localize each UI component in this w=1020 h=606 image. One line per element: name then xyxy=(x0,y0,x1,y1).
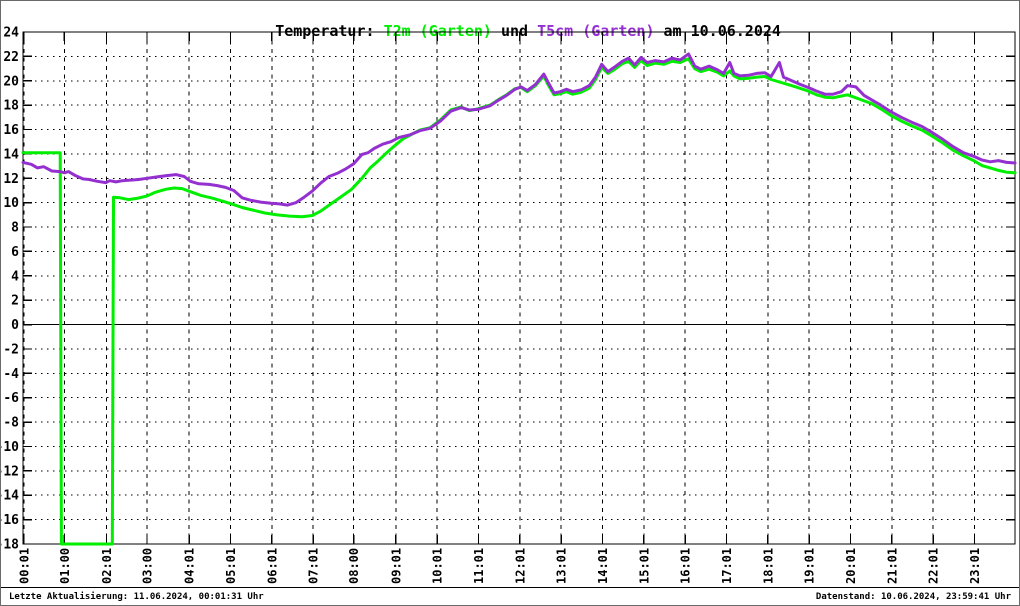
y-axis-label: -16 xyxy=(1,513,19,528)
x-axis-label: 21:01 xyxy=(885,548,899,584)
x-axis-label: 04:01 xyxy=(183,548,197,584)
x-axis-label: 05:01 xyxy=(224,548,238,584)
y-axis-label: 20 xyxy=(3,74,19,89)
footer-divider xyxy=(1,587,1019,588)
x-axis-label: 23:01 xyxy=(968,548,982,584)
y-axis-label: 22 xyxy=(3,50,19,65)
x-axis-label: 11:01 xyxy=(472,548,486,584)
y-axis-label: 10 xyxy=(3,196,19,211)
y-axis-label: 8 xyxy=(11,221,19,236)
x-axis-label: 17:01 xyxy=(720,548,734,584)
chart-title-conjunction: und xyxy=(491,22,538,40)
series-line-t2m xyxy=(21,57,1017,546)
x-axis-label: 20:01 xyxy=(844,548,858,584)
x-axis-label: 14:01 xyxy=(596,548,610,584)
x-axis-label: 07:01 xyxy=(307,548,321,584)
y-axis-label: 14 xyxy=(3,147,19,162)
y-axis-label: 4 xyxy=(11,269,19,284)
y-axis-label: 2 xyxy=(11,294,19,309)
y-axis-label: 12 xyxy=(3,172,19,187)
y-axis-label: -12 xyxy=(1,464,19,479)
x-axis-label: 16:01 xyxy=(679,548,693,584)
x-axis-label: 19:01 xyxy=(803,548,817,584)
x-axis-label: 12:01 xyxy=(513,548,527,584)
x-axis-label: 15:01 xyxy=(637,548,651,584)
x-axis-label: 02:01 xyxy=(100,548,114,584)
y-axis-label: -2 xyxy=(3,342,19,357)
y-axis-label: -18 xyxy=(1,538,19,553)
x-axis-label: 00:01 xyxy=(17,548,31,584)
x-axis-label: 09:01 xyxy=(389,548,403,584)
chart-title-series2: T5cm (Garten) xyxy=(537,22,655,40)
data-state-text: Datenstand: 10.06.2024, 23:59:41 Uhr xyxy=(815,592,1011,602)
y-axis-label: -4 xyxy=(3,367,19,382)
y-axis-label: 16 xyxy=(3,123,19,138)
x-axis-label: 18:01 xyxy=(761,548,775,584)
x-axis-label: 22:01 xyxy=(927,548,941,584)
y-axis-label: -14 xyxy=(1,489,19,504)
last-update-text: Letzte Aktualisierung: 11.06.2024, 00:01… xyxy=(9,592,264,602)
y-axis-label: 24 xyxy=(3,26,19,41)
y-axis-label: -8 xyxy=(3,416,19,431)
x-axis-label: 10:01 xyxy=(431,548,445,584)
y-axis-label: 18 xyxy=(3,99,19,114)
y-axis-label: -6 xyxy=(3,391,19,406)
series-line-t5cm xyxy=(21,52,1017,207)
plot-border xyxy=(22,31,1016,545)
x-axis-label: 13:01 xyxy=(555,548,569,584)
x-axis-label: 08:00 xyxy=(347,548,361,584)
x-axis-label: 03:00 xyxy=(141,548,155,584)
y-axis-label: -10 xyxy=(1,440,19,455)
y-axis-label: 0 xyxy=(11,318,19,333)
x-axis-label: 01:00 xyxy=(58,548,72,584)
y-axis-label: 6 xyxy=(11,245,19,260)
chart-title-suffix: am 10.06.2024 xyxy=(654,22,781,40)
chart-title-prefix: Temperatur: xyxy=(275,22,384,40)
x-axis-label: 06:01 xyxy=(265,548,279,584)
